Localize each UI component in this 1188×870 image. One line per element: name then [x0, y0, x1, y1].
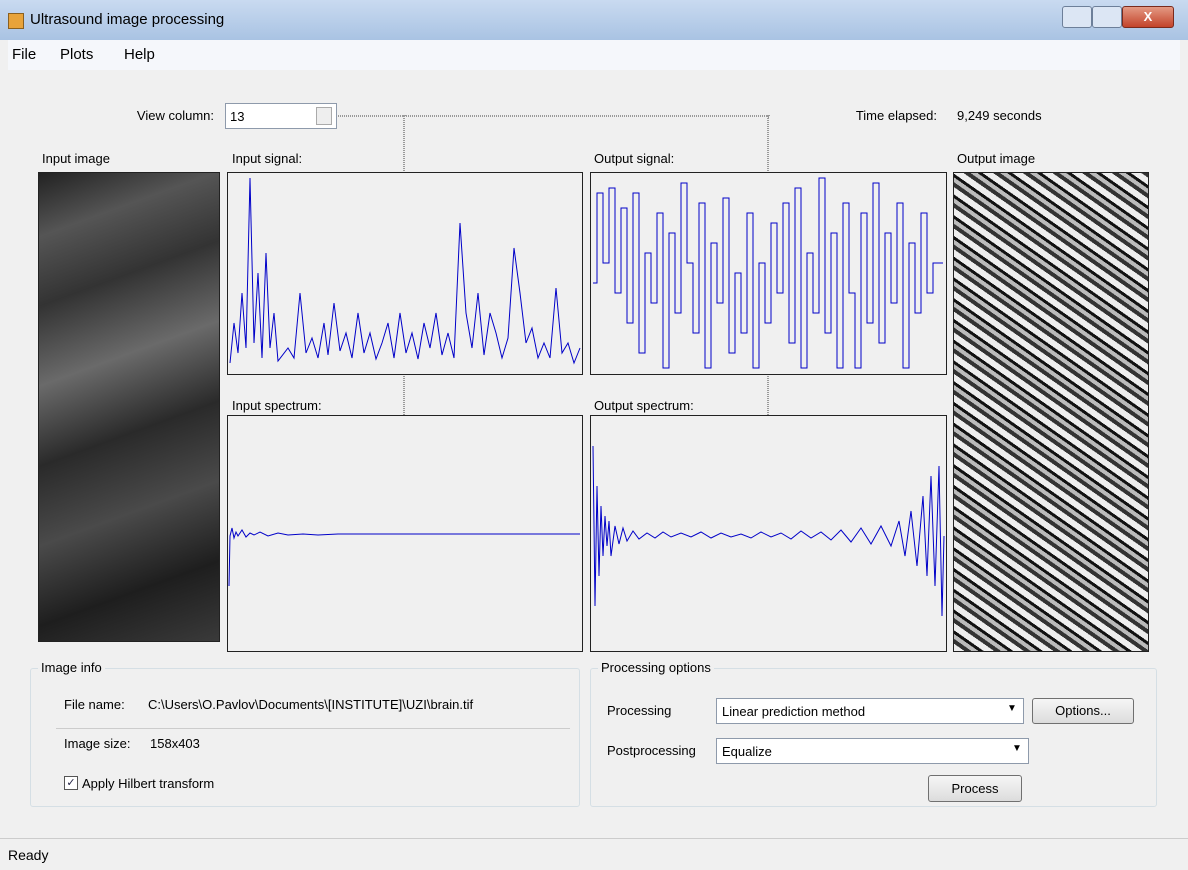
processing-combobox[interactable]: Linear prediction method ▼ [716, 698, 1024, 724]
menu-item[interactable]: File [12, 46, 36, 63]
dropdown-arrow: ▼ [1007, 703, 1017, 714]
splitter [335, 115, 769, 117]
separator [56, 728, 570, 729]
panel-label: Output spectrum: [594, 398, 694, 413]
combobox-value: Linear prediction method [722, 704, 865, 719]
close-button[interactable]: X [1122, 6, 1174, 28]
spin-arrows[interactable] [316, 107, 332, 125]
minimize-button[interactable] [1062, 6, 1092, 28]
menu-bar: File Plots Help [8, 40, 1180, 70]
menu-item[interactable]: Help [124, 46, 155, 63]
postprocessing-combobox[interactable]: Equalize ▼ [716, 738, 1029, 764]
panel-label: Input image [42, 151, 110, 166]
signal-trace [593, 178, 943, 368]
spectrum-trace [229, 528, 580, 586]
image-size-value: 158x403 [150, 736, 200, 751]
output-spectrum-plot [590, 415, 947, 652]
output-signal-plot [590, 172, 947, 375]
dropdown-arrow: ▼ [1012, 743, 1022, 754]
input-signal-plot [227, 172, 583, 375]
title-bar: Ultrasound image processing X [0, 0, 1188, 40]
checkbox-label[interactable]: Apply Hilbert transform [82, 776, 214, 791]
process-button[interactable]: Process [928, 775, 1022, 802]
panel-label: Output signal: [594, 151, 674, 166]
input-image [38, 172, 220, 642]
view-column-label: View column: [90, 108, 214, 123]
spectrum-trace [593, 446, 944, 616]
view-column-spinbox[interactable]: 13 [225, 103, 337, 129]
time-elapsed-label: Time elapsed: [800, 108, 937, 123]
panel-label: Output image [957, 151, 1035, 166]
group-title: Processing options [598, 660, 714, 675]
app-window: Ultrasound image processing X File Plots… [0, 0, 1188, 869]
input-spectrum-plot [227, 415, 583, 652]
hilbert-checkbox[interactable]: ✓ [64, 776, 78, 790]
status-bar: Ready [0, 838, 1188, 870]
panel-label: Input spectrum: [232, 398, 322, 413]
window-title: Ultrasound image processing [30, 11, 224, 28]
file-name-value: C:\Users\O.Pavlov\Documents\[INSTITUTE]\… [148, 697, 473, 712]
processing-label: Processing [607, 703, 671, 718]
group-title: Image info [38, 660, 105, 675]
time-elapsed-value: 9,249 seconds [957, 108, 1042, 123]
menu-item[interactable]: Plots [60, 46, 93, 63]
maximize-button[interactable] [1092, 6, 1122, 28]
app-icon [8, 13, 24, 29]
combobox-value: Equalize [722, 744, 772, 759]
output-image [953, 172, 1149, 652]
signal-trace [230, 178, 580, 363]
file-name-label: File name: [64, 697, 125, 712]
options-button[interactable]: Options... [1032, 698, 1134, 724]
panel-label: Input signal: [232, 151, 302, 166]
spinbox-value: 13 [230, 109, 244, 124]
status-text: Ready [8, 847, 48, 863]
image-size-label: Image size: [64, 736, 130, 751]
postprocessing-label: Postprocessing [607, 743, 696, 758]
